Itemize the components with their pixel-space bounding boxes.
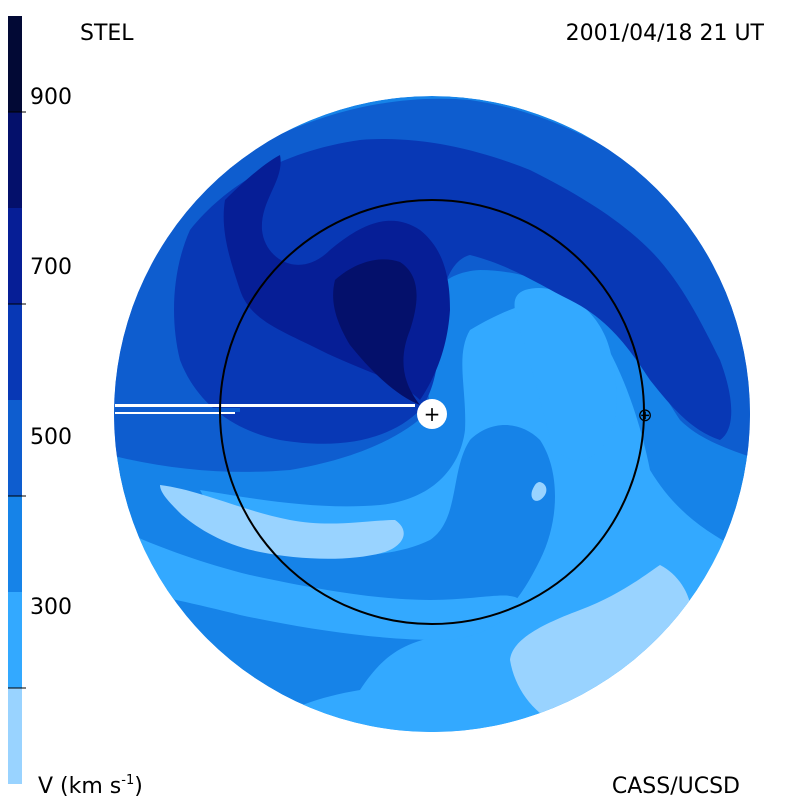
earth-marker-icon: ⊕ (637, 405, 652, 426)
colorbar-tick-500: 500 (30, 425, 72, 450)
earth-orbit-circle (219, 199, 645, 625)
colorbar-band-5 (8, 208, 22, 304)
region-300-400-west (114, 520, 520, 640)
sun-marker-icon: + (424, 402, 441, 426)
region-200-300-west-streak (160, 485, 404, 559)
colorbar-tick-900: 900 (30, 85, 72, 110)
colorbar-title: V (km s-1) (38, 773, 143, 799)
region-300-400-east (514, 288, 617, 461)
credit-label: CASS/UCSD (612, 774, 740, 799)
region-200-300-small-island (531, 482, 547, 501)
colorbar-band-6 (8, 112, 22, 208)
colorbar-band-4 (8, 304, 22, 400)
colorbar-band-3 (8, 400, 22, 496)
observatory-label: STEL (80, 21, 134, 46)
colorbar-tick-300: 300 (30, 595, 72, 620)
data-gap-streak (115, 404, 415, 414)
sun-marker: + (417, 399, 447, 429)
region-800-900-core (333, 259, 420, 405)
region-200-300-south-east (510, 565, 691, 725)
colorbar-band-2 (8, 496, 22, 592)
colorbar-band-1 (8, 592, 22, 688)
colorbar-band-0 (8, 688, 22, 784)
colorbar-band-7 (8, 16, 22, 112)
timestamp-label: 2001/04/18 21 UT (566, 21, 765, 46)
colorbar-tick-700: 700 (30, 255, 72, 280)
velocity-colorbar (8, 16, 26, 784)
region-600-700-north (174, 139, 732, 444)
